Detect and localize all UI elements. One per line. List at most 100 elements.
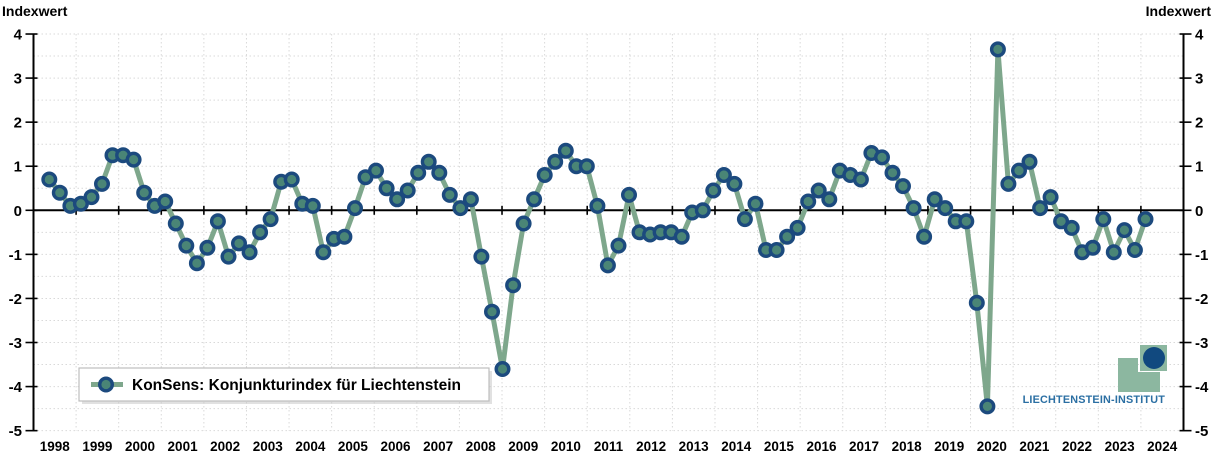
data-point [484, 303, 501, 320]
data-point [916, 228, 933, 245]
data-point [167, 215, 184, 232]
data-point [431, 164, 448, 181]
x-tick-labels: 1998 1999 2000 2001 2002 2003 2004 2005 2006 2007… [40, 439, 1178, 454]
data-point [188, 255, 205, 272]
data-point [389, 191, 406, 208]
data-point [589, 197, 606, 214]
data-point [220, 248, 237, 265]
logo-l-horizontal [1118, 372, 1160, 392]
y-tick-label-left: -1 [9, 247, 22, 264]
x-tick-label: 2010 [551, 439, 581, 454]
data-point [125, 151, 142, 168]
x-tick-label: 2022 [1062, 439, 1092, 454]
data-point [1000, 175, 1017, 192]
data-point [178, 237, 195, 254]
data-point [852, 171, 869, 188]
x-tick-label: 2021 [1019, 439, 1050, 454]
x-tick-label: 2024 [1147, 439, 1178, 454]
series-markers [41, 41, 1154, 415]
data-point [599, 257, 616, 274]
x-tick-label: 2004 [295, 439, 326, 454]
data-point [694, 202, 711, 219]
data-point [378, 180, 395, 197]
x-tick-label: 2012 [636, 439, 666, 454]
x-tick-label: 2015 [764, 439, 795, 454]
data-point [810, 182, 827, 199]
x-tick-label: 1999 [82, 439, 112, 454]
y-tick-labels-left: 4 3 2 1 0 -1 -2 -3 -4 -5 [9, 27, 23, 441]
data-point [136, 184, 153, 201]
zero-axis [32, 205, 1185, 215]
data-point [505, 277, 522, 294]
data-point [884, 164, 901, 181]
data-point [1011, 162, 1028, 179]
data-point [315, 244, 332, 261]
legend-marker-icon [97, 376, 114, 393]
data-point [989, 41, 1006, 58]
data-point [283, 171, 300, 188]
data-point [1084, 239, 1101, 256]
x-tick-label: 2014 [721, 439, 752, 454]
y-tick-label-left: 3 [14, 71, 22, 88]
y-tick-label-left: 2 [14, 115, 22, 132]
x-tick-label: 2016 [806, 439, 837, 454]
data-point [1105, 244, 1122, 261]
data-point [1116, 222, 1133, 239]
data-point [1063, 219, 1080, 236]
y-tick-labels-right: 4 3 2 1 0 -1 -2 -3 -4 -5 [1195, 27, 1209, 441]
y-tick-label-right: 2 [1195, 115, 1203, 132]
data-point [1095, 211, 1112, 228]
data-point [926, 191, 943, 208]
y-tick-label-right: 4 [1195, 27, 1204, 44]
x-tick-label: 2009 [508, 439, 538, 454]
x-tick-label: 2013 [679, 439, 710, 454]
y-tick-label-right: -3 [1195, 335, 1208, 352]
data-point [937, 200, 954, 217]
data-point [93, 175, 110, 192]
data-point [621, 186, 638, 203]
data-point [736, 211, 753, 228]
data-point [1042, 189, 1059, 206]
data-point [747, 195, 764, 212]
data-point [536, 166, 553, 183]
data-point [199, 239, 216, 256]
data-point [262, 211, 279, 228]
data-point [157, 193, 174, 210]
y-tick-label-left: 1 [14, 159, 22, 176]
data-point [51, 184, 68, 201]
data-point [905, 200, 922, 217]
x-tick-label: 2019 [934, 439, 964, 454]
data-point [979, 398, 996, 415]
data-point [515, 215, 532, 232]
y-tick-label-right: 3 [1195, 71, 1203, 88]
data-point [241, 244, 258, 261]
data-point [768, 241, 785, 258]
data-point [494, 361, 511, 378]
x-tick-label: 2000 [125, 439, 155, 454]
data-point [336, 228, 353, 245]
legend: KonSens: Konjunkturindex für Liechtenste… [78, 367, 492, 404]
data-point [420, 153, 437, 170]
y-tick-label-right: 1 [1195, 159, 1203, 176]
data-point [1021, 153, 1038, 170]
data-point [800, 193, 817, 210]
y-tick-label-left: -4 [9, 379, 23, 396]
x-tick-label: 2007 [423, 439, 453, 454]
left-axis-title: Indexwert [2, 3, 68, 19]
data-point [578, 158, 595, 175]
x-tick-label: 2003 [253, 439, 284, 454]
data-point [1126, 241, 1143, 258]
data-point [452, 200, 469, 217]
x-tick-label: 2001 [168, 439, 199, 454]
data-point [304, 197, 321, 214]
data-point [895, 178, 912, 195]
liechtenstein-institut-logo: LIECHTENSTEIN-INSTITUT [1023, 345, 1167, 406]
x-tick-label: 2006 [381, 439, 412, 454]
data-point [230, 235, 247, 252]
y-tick-label-left: -3 [9, 335, 22, 352]
data-point [252, 224, 269, 241]
y-tick-label-right: -1 [1195, 247, 1208, 264]
data-point [958, 213, 975, 230]
